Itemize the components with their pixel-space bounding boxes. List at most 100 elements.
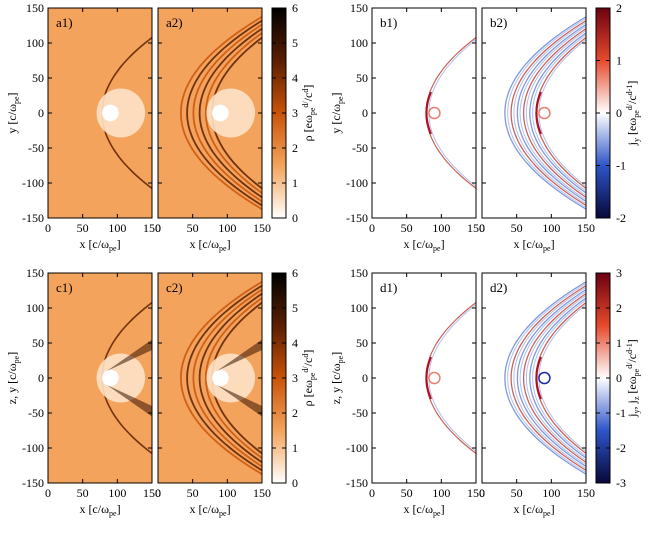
shock-front — [522, 27, 586, 199]
x-tick-label: 0 — [155, 221, 161, 235]
y-tick-label: 0 — [38, 106, 44, 120]
colorbar-tick-label: -2 — [616, 441, 626, 455]
shock-front — [510, 19, 586, 207]
panel-label: b1) — [380, 15, 397, 30]
colorbar-tick-label: 0 — [292, 476, 298, 490]
x-tick-label: 100 — [542, 486, 560, 500]
y-tick-label: -150 — [346, 476, 368, 490]
shock-front — [204, 296, 262, 460]
shock-front-secondary — [513, 286, 586, 470]
shock-front-secondary — [532, 299, 586, 457]
y-tick-label: -50 — [352, 141, 368, 155]
y-tick-label: -50 — [28, 141, 44, 155]
x-tick-label: 0 — [45, 221, 51, 235]
y-tick-label: 100 — [26, 36, 44, 50]
x-axis-label: x [c/ωpe] — [513, 502, 554, 518]
x-tick-label: 50 — [187, 221, 199, 235]
colorbar-tick-label: 3 — [616, 266, 622, 280]
obstacle-current — [428, 371, 441, 385]
y-tick-label: 150 — [26, 266, 44, 280]
x-axis-label: x [c/ωpe] — [79, 237, 120, 253]
shock-front — [516, 23, 586, 203]
shock-front-secondary — [507, 282, 586, 474]
colorbar-label: jy, jz [eωped//cd-1] — [625, 339, 641, 418]
y-tick-label: 100 — [350, 301, 368, 315]
streamer — [106, 385, 152, 417]
panel-image — [158, 8, 262, 218]
x-axis-label: x [c/ωpe] — [79, 502, 120, 518]
obstacle-current — [538, 371, 551, 385]
x-axis-label: x [c/ωpe] — [189, 237, 230, 253]
y-tick-label: -100 — [346, 441, 368, 455]
shock-front — [504, 16, 586, 210]
panel-image — [48, 273, 152, 483]
x-tick-label: 150 — [577, 486, 595, 500]
obstacle — [212, 104, 229, 122]
shock-front-secondary — [519, 290, 586, 466]
x-tick-label: 150 — [143, 221, 161, 235]
shock-front — [522, 292, 586, 464]
panel-image — [372, 8, 476, 218]
y-tick-label: 100 — [350, 36, 368, 50]
y-tick-label: -150 — [22, 476, 44, 490]
colorbar-label: jy [eωped//cd-1] — [625, 81, 641, 147]
colorbar-tick-label: 6 — [292, 1, 298, 15]
colorbar-label: ρ [eωped//cd] — [301, 85, 317, 142]
colorbar-tick-label: 1 — [292, 176, 298, 190]
shock-front — [179, 15, 262, 211]
shock-front-secondary — [507, 17, 586, 209]
x-tick-label: 150 — [467, 221, 485, 235]
y-axis-label: y [c/ωpe] — [5, 92, 21, 133]
shock-front-secondary — [519, 25, 586, 201]
panel-label: c2) — [166, 280, 183, 295]
panel-label: d2) — [490, 280, 507, 295]
colorbar-tick-label: 1 — [292, 441, 298, 455]
colorbar-tick-label: 1 — [616, 336, 622, 350]
y-tick-label: -50 — [352, 406, 368, 420]
x-tick-label: 150 — [143, 486, 161, 500]
colorbar-tick-label: 5 — [292, 36, 298, 50]
shock-front-secondary — [525, 294, 586, 462]
shock-front — [204, 31, 262, 195]
y-tick-label: 0 — [38, 371, 44, 385]
x-tick-label: 150 — [253, 486, 271, 500]
current-sheet — [425, 356, 432, 400]
y-tick-label: 150 — [350, 1, 368, 15]
magnetosphere-cavity — [96, 353, 146, 403]
x-tick-label: 0 — [369, 486, 375, 500]
y-tick-label: -50 — [28, 406, 44, 420]
colorbar-tick-label: 2 — [292, 406, 298, 420]
y-axis-label: z, y [c/ωpe] — [329, 352, 345, 404]
obstacle-current — [428, 106, 441, 120]
y-tick-label: 50 — [356, 71, 368, 85]
shock-front-secondary — [513, 21, 586, 205]
panel-label: a2) — [166, 15, 183, 30]
streamer — [106, 339, 152, 371]
colorbar-tick-label: 6 — [292, 266, 298, 280]
obstacle — [212, 369, 229, 387]
colorbar-tick-label: 0 — [292, 211, 298, 225]
colorbar-tick-label: 0 — [616, 371, 622, 385]
x-tick-label: 100 — [432, 221, 450, 235]
y-tick-label: 0 — [362, 106, 368, 120]
current-sheet — [425, 91, 432, 135]
current-sheet — [535, 91, 542, 135]
colorbar-tick-label: 2 — [616, 301, 622, 315]
panel-background — [372, 8, 476, 218]
panel-label: d1) — [380, 280, 397, 295]
colorbar-tick-label: 3 — [292, 371, 298, 385]
current-sheet — [535, 356, 542, 400]
shock-front-secondary — [532, 34, 586, 192]
x-tick-label: 100 — [218, 486, 236, 500]
panel-background — [372, 273, 476, 483]
x-tick-label: 100 — [108, 221, 126, 235]
colorbar-tick-label: 5 — [292, 301, 298, 315]
panel-label: c1) — [56, 280, 73, 295]
colorbar-tick-label: -1 — [616, 159, 626, 173]
obstacle-current — [538, 106, 551, 120]
y-tick-label: 100 — [26, 301, 44, 315]
x-tick-label: 150 — [467, 486, 485, 500]
colorbar-tick-label: 4 — [292, 71, 298, 85]
y-tick-label: -100 — [22, 176, 44, 190]
